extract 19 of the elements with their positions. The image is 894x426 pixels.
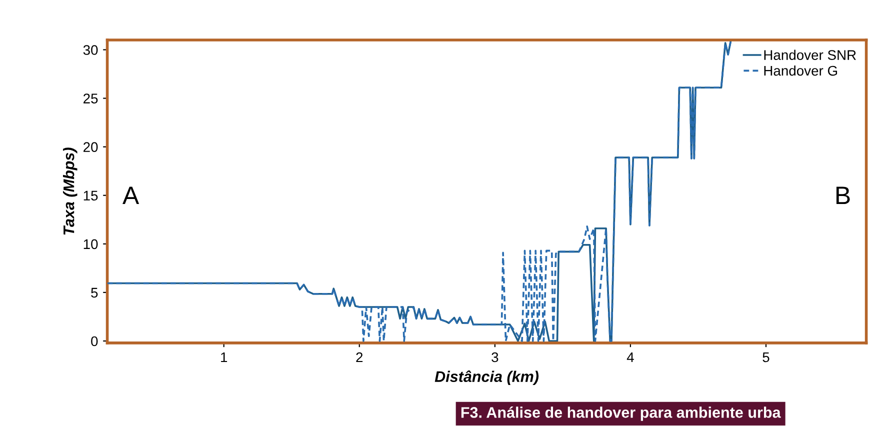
y-tick-label: 5	[91, 288, 98, 298]
y-tick-label: 30	[83, 45, 98, 55]
x-tick-label: 5	[762, 352, 770, 362]
x-tick-label: 2	[356, 352, 363, 362]
x-tick-label: 4	[626, 352, 634, 362]
y-axis-title: Taxa (Mbps)	[63, 148, 78, 235]
x-tick-label: 1	[221, 352, 228, 362]
annotation: A	[122, 186, 140, 204]
y-tick-label: 20	[84, 142, 98, 152]
annotation: B	[836, 186, 850, 204]
y-tick-label: 10	[84, 239, 98, 250]
x-axis-title: Distância (km)	[434, 370, 539, 386]
text: F3. Análise de handover para ambiente urba	[461, 406, 781, 421]
x-tick-label: 3	[492, 352, 498, 362]
y-tick-label: 15	[84, 190, 98, 201]
y-tick-label: 25	[84, 94, 98, 104]
legend-label: Handover G	[764, 65, 838, 76]
legend-label: Handover SNR	[764, 50, 856, 60]
y-tick-label: 0	[91, 336, 98, 346]
